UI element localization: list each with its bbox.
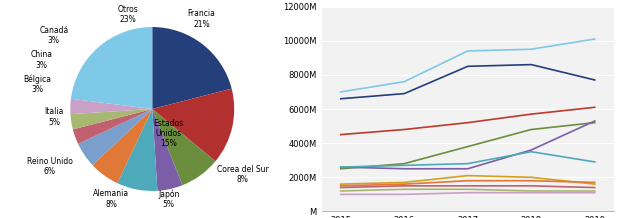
Wedge shape [71,27,153,109]
Wedge shape [78,109,153,165]
Text: Corea del Sur
8%: Corea del Sur 8% [216,165,268,184]
Wedge shape [153,109,182,191]
Wedge shape [70,99,153,114]
Text: Alemania
8%: Alemania 8% [93,189,130,209]
Wedge shape [71,109,153,129]
Text: Estados
Unidos
15%: Estados Unidos 15% [154,119,184,148]
Text: Bélgica
3%: Bélgica 3% [24,75,51,94]
Text: Otros
23%: Otros 23% [117,5,138,24]
Text: Francia
21%: Francia 21% [187,9,215,29]
Text: Reino Unido
6%: Reino Unido 6% [27,157,73,176]
Text: China
3%: China 3% [30,50,53,70]
Wedge shape [73,109,153,144]
Wedge shape [117,109,157,191]
Text: Japón
5%: Japón 5% [158,189,179,209]
Text: Italia
5%: Italia 5% [44,107,64,127]
Text: Canadá
3%: Canadá 3% [39,26,69,45]
Wedge shape [153,109,215,185]
Wedge shape [92,109,153,183]
Wedge shape [153,89,234,161]
Wedge shape [153,27,232,109]
